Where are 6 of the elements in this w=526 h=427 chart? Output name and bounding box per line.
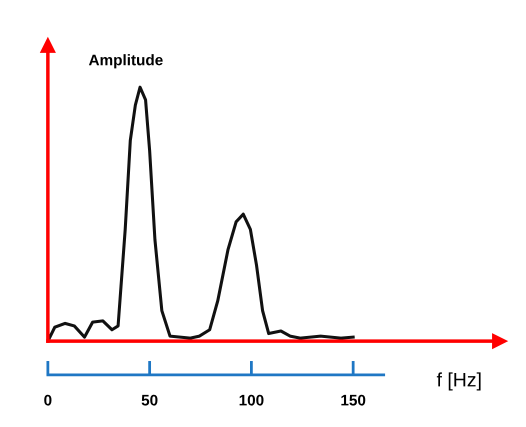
y-axis-title: Amplitude: [88, 54, 163, 68]
x-tick-label: 0: [44, 394, 52, 406]
x-axis-title: f [Hz]: [436, 372, 481, 390]
x-tick-label: 100: [240, 394, 264, 406]
x-tick-label: 50: [142, 394, 158, 406]
x-tick-label: 150: [341, 394, 366, 406]
